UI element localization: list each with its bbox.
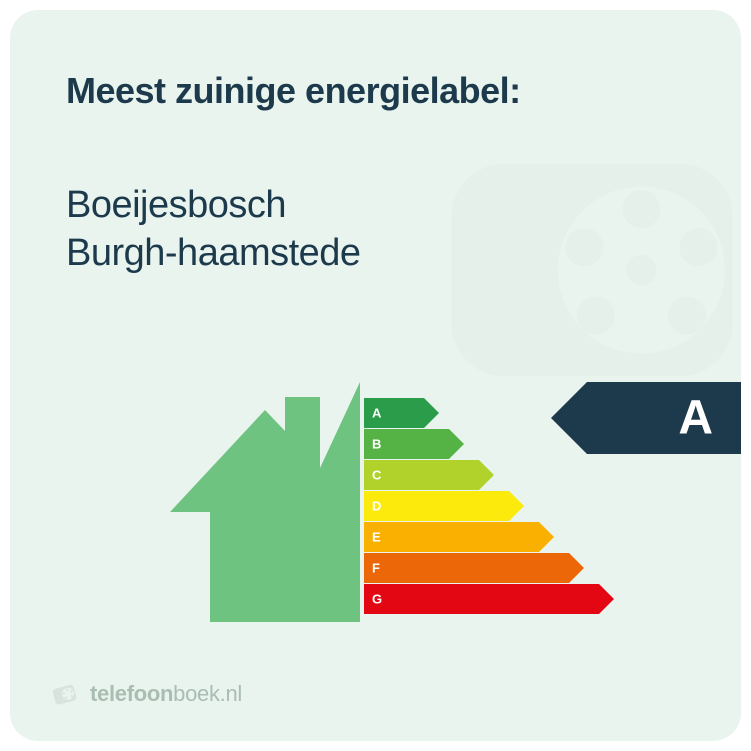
footer-brand: telefoonboek.nl bbox=[90, 681, 242, 707]
energy-bar-label: C bbox=[372, 468, 381, 483]
location-text: Boeijesbosch Burgh-haamstede bbox=[66, 182, 685, 277]
energy-bar-label: D bbox=[372, 499, 381, 514]
energy-bar-g: G bbox=[364, 584, 614, 614]
energy-bar-e: E bbox=[364, 522, 614, 552]
energy-bar-label: B bbox=[372, 437, 381, 452]
location-line-1: Boeijesbosch bbox=[66, 182, 685, 230]
energy-bar-label: G bbox=[372, 592, 382, 607]
location-line-2: Burgh-haamstede bbox=[66, 230, 685, 278]
footer-brand-bold: telefoon bbox=[90, 681, 173, 706]
content-area: Meest zuinige energielabel: Boeijesbosch… bbox=[10, 10, 741, 277]
footer: telefoonboek.nl bbox=[50, 679, 242, 709]
energy-bar-d: D bbox=[364, 491, 614, 521]
energy-label-graphic: A B C D E F G A bbox=[10, 382, 741, 642]
energy-bar-label: A bbox=[372, 406, 381, 421]
energy-bar-f: F bbox=[364, 553, 614, 583]
card-title: Meest zuinige energielabel: bbox=[66, 70, 685, 112]
rating-badge: A bbox=[551, 382, 741, 454]
info-card: Meest zuinige energielabel: Boeijesbosch… bbox=[10, 10, 741, 741]
energy-bar-label: F bbox=[372, 561, 380, 576]
footer-brand-light: boek.nl bbox=[173, 681, 242, 706]
house-icon bbox=[170, 382, 360, 622]
footer-logo-icon bbox=[50, 679, 80, 709]
energy-bar-c: C bbox=[364, 460, 614, 490]
energy-bar-label: E bbox=[372, 530, 381, 545]
rating-value: A bbox=[678, 391, 713, 446]
